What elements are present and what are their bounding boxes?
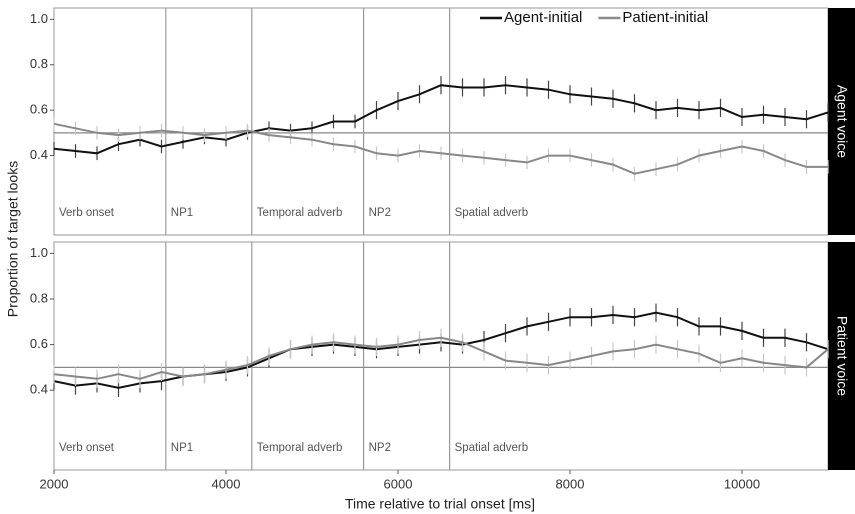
x-tick-label: 6000 — [384, 476, 413, 491]
region-label: Spatial adverb — [455, 442, 529, 454]
series-line — [53, 84, 829, 155]
series-line — [53, 336, 829, 380]
region-label: NP2 — [369, 442, 391, 454]
y-tick-label: 0.4 — [30, 147, 48, 162]
x-tick-label: 10000 — [724, 476, 760, 491]
y-tick-label: 0.6 — [30, 102, 48, 117]
y-tick-label: 1.0 — [30, 245, 48, 260]
facet-strip — [828, 8, 855, 235]
facet-label: Agent voice — [834, 85, 850, 158]
y-axis-label: Proportion of target looks — [5, 161, 21, 317]
region-label: Temporal adverb — [257, 442, 343, 454]
region-label: NP1 — [171, 207, 193, 219]
legend-label: Patient-initial — [622, 9, 708, 26]
legend-label: Agent-initial — [504, 9, 582, 26]
region-label: Temporal adverb — [257, 207, 343, 219]
facet-strip — [828, 242, 855, 470]
x-tick-label: 4000 — [212, 476, 241, 491]
region-label: NP2 — [369, 207, 391, 219]
y-tick-label: 1.0 — [30, 11, 48, 26]
y-tick-label: 0.8 — [30, 290, 48, 305]
region-label: NP1 — [171, 442, 193, 454]
region-label: Verb onset — [59, 207, 115, 219]
region-label: Spatial adverb — [455, 207, 529, 219]
y-tick-label: 0.6 — [30, 336, 48, 351]
x-tick-label: 8000 — [556, 476, 585, 491]
x-tick-label: 2000 — [40, 476, 69, 491]
y-tick-label: 0.8 — [30, 56, 48, 71]
y-tick-label: 0.4 — [30, 382, 48, 397]
x-axis-label: Time relative to trial onset [ms] — [345, 496, 535, 512]
region-label: Verb onset — [59, 442, 115, 454]
series-line — [53, 122, 828, 175]
panel — [53, 241, 829, 471]
panel — [53, 7, 829, 236]
facet-label: Patient voice — [834, 316, 850, 396]
